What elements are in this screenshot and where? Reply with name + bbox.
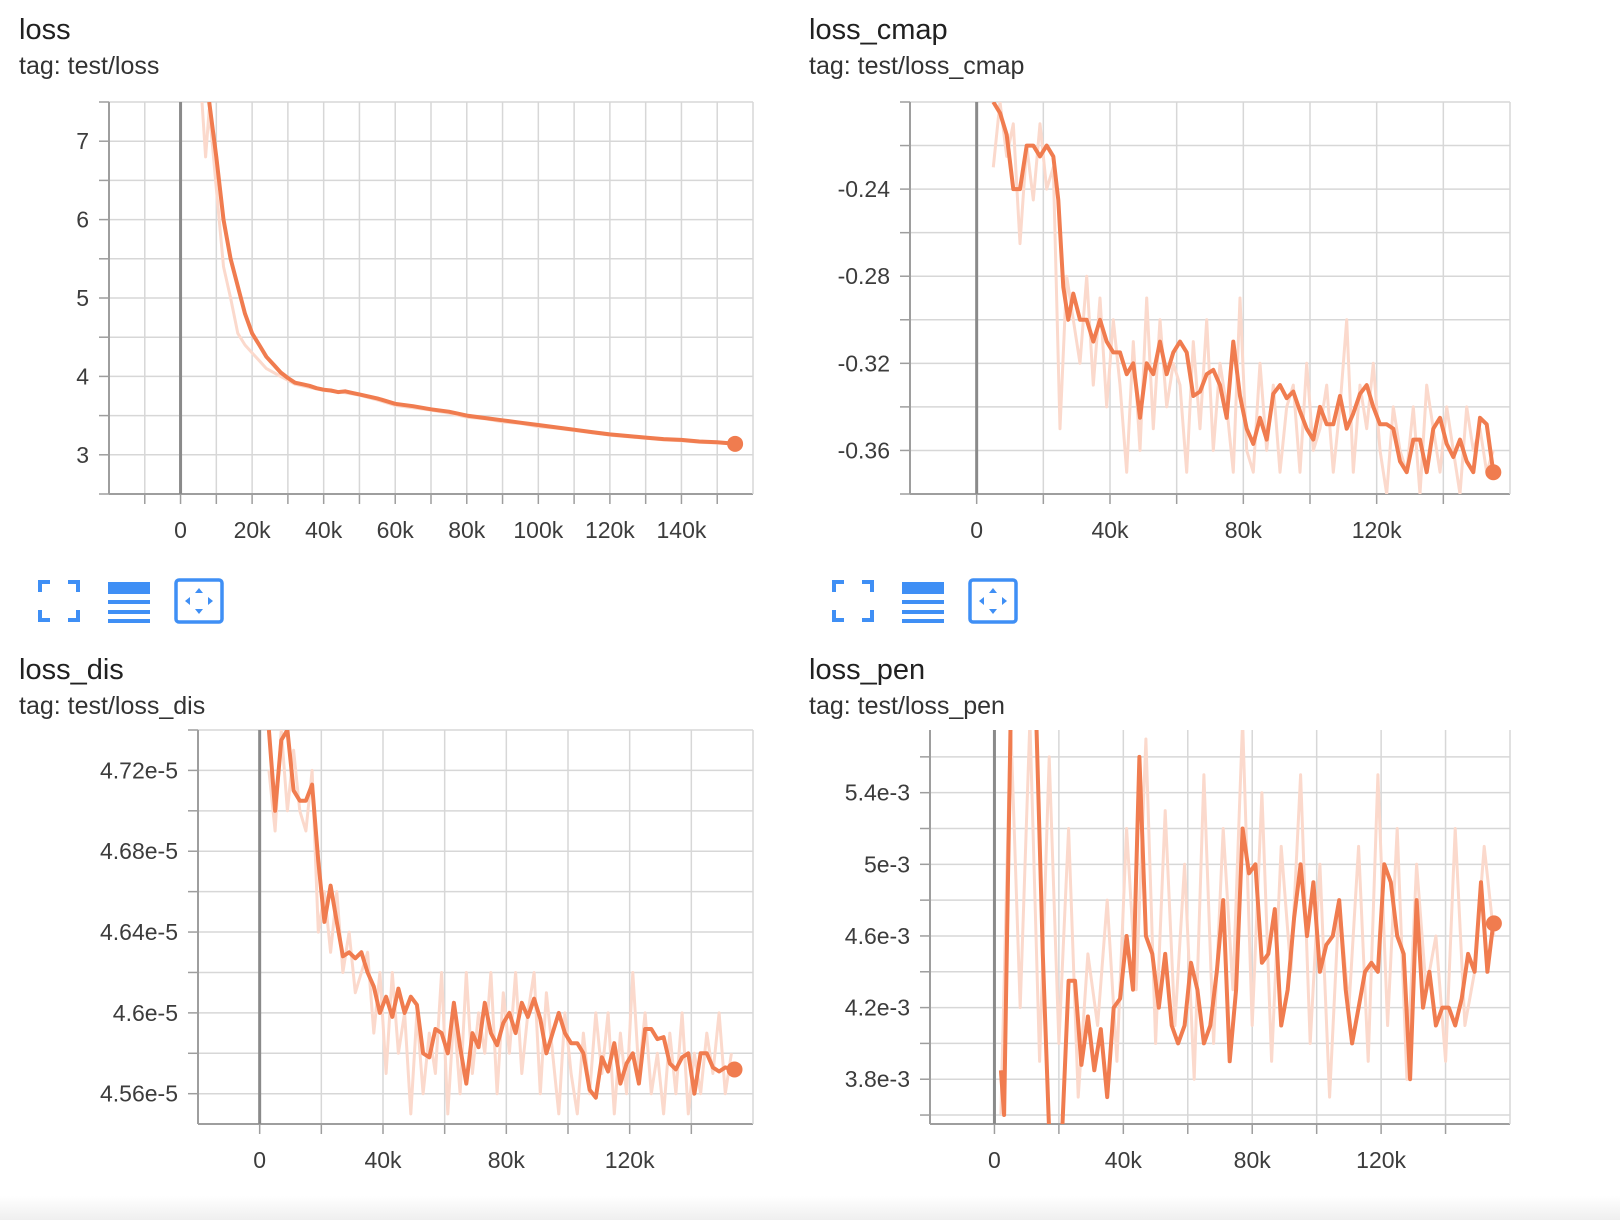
x-tick-label: 0 [970, 517, 983, 543]
x-tick-label: 80k [1234, 1147, 1272, 1173]
y-tick-label: 4.72e-5 [100, 757, 178, 783]
chart-title: loss_cmap [809, 14, 948, 46]
fit-domain-icon [968, 578, 1018, 624]
smoothed-series-line [266, 730, 733, 1100]
chart-loss-dis[interactable]: 4.72e-5 4.68e-5 4.64e-5 4.6e-5 4.56e-5 0 40k 80… [0, 640, 790, 1220]
y-tick-label: 4.6e-3 [845, 923, 910, 949]
chart-title: loss_dis [19, 654, 124, 686]
y-tick-label: 4 [76, 363, 89, 389]
smoothed-series-line [207, 102, 736, 446]
y-tick-label: 4.6e-5 [113, 1000, 178, 1026]
raw-series-line [200, 102, 736, 446]
card-loss-dis: loss_dis tag: test/loss_dis 4.72e-5 4.68e… [0, 640, 790, 1220]
series-group [266, 730, 733, 1116]
y-tick-label: -0.24 [838, 176, 891, 202]
fullscreen-icon [38, 580, 80, 622]
fit-domain-icon [174, 578, 224, 624]
chart-tag: tag: test/loss_pen [809, 692, 1005, 720]
x-tick-label: 40k [364, 1147, 402, 1173]
fullscreen-icon [832, 580, 874, 622]
fullscreen-button[interactable] [36, 578, 82, 624]
x-tick-label: 60k [377, 517, 415, 543]
raw-series-line [991, 102, 1495, 494]
card-loss: loss tag: test/loss 3 4 5 6 7 0 20k 40k 60k 80k 10… [0, 0, 790, 640]
y-tick-label: 3 [76, 442, 89, 468]
smoothed-series-line [998, 730, 1496, 1124]
y-tick-label: -0.28 [838, 263, 890, 289]
x-tick-label: 80k [1225, 517, 1263, 543]
legend-toggle-button[interactable] [106, 578, 152, 624]
x-tick-label: 40k [1105, 1147, 1143, 1173]
x-tick-label: 0 [253, 1147, 266, 1173]
last-point-marker [1485, 464, 1502, 481]
chart-toolbar [830, 578, 1040, 624]
x-tick-label: 100k [513, 517, 563, 543]
card-loss-cmap: loss_cmap tag: test/loss_cmap -0.24 -0.28… [790, 0, 1620, 640]
y-tick-label: 4.2e-3 [845, 995, 910, 1021]
card-loss-pen: loss_pen tag: test/loss_pen 5.4e-3 5e-3 4.… [790, 640, 1620, 1220]
chart-tag: tag: test/loss_cmap [809, 52, 1025, 80]
x-tick-label: 140k [657, 517, 707, 543]
x-tick-label: 0 [174, 517, 187, 543]
x-tick-label: 20k [234, 517, 272, 543]
raw-series-line [999, 730, 1496, 1116]
y-tick-label: 6 [76, 207, 89, 233]
fit-domain-button[interactable] [174, 578, 224, 624]
last-point-marker [1485, 915, 1502, 932]
legend-list-icon [108, 582, 150, 623]
chart-title: loss_pen [809, 654, 926, 686]
last-point-marker [726, 1061, 743, 1078]
y-tick-label: 5.4e-3 [845, 780, 910, 806]
series-group [991, 102, 1496, 494]
x-tick-label: 80k [488, 1147, 526, 1173]
series-group [998, 730, 1496, 1124]
chart-toolbar [36, 578, 246, 624]
x-tick-label: 40k [305, 517, 343, 543]
chart-tag: tag: test/loss [19, 52, 160, 80]
x-tick-label: 120k [605, 1147, 655, 1173]
y-tick-label: -0.32 [838, 350, 890, 376]
y-tick-label: 4.56e-5 [100, 1081, 178, 1107]
y-tick-label: 5 [76, 285, 89, 311]
x-tick-label: 80k [448, 517, 486, 543]
legend-list-icon [902, 582, 944, 623]
series-group [200, 102, 736, 446]
chart-title: loss [19, 14, 71, 46]
legend-toggle-button[interactable] [900, 578, 946, 624]
y-tick-label: 5e-3 [864, 851, 910, 877]
y-tick-label: 3.8e-3 [845, 1066, 910, 1092]
scroll-fade [0, 1196, 1620, 1220]
y-tick-label: 4.64e-5 [100, 919, 178, 945]
chart-tag: tag: test/loss_dis [19, 692, 206, 720]
last-point-marker [727, 435, 744, 452]
x-tick-label: 120k [585, 517, 635, 543]
y-tick-label: -0.36 [838, 437, 890, 463]
y-tick-label: 4.68e-5 [100, 838, 178, 864]
x-tick-label: 120k [1356, 1147, 1406, 1173]
x-tick-label: 120k [1352, 517, 1402, 543]
x-tick-label: 0 [988, 1147, 1001, 1173]
fullscreen-button[interactable] [830, 578, 876, 624]
fit-domain-button[interactable] [968, 578, 1018, 624]
chart-loss-cmap[interactable]: -0.24 -0.28 -0.32 -0.36 0 40k 80k 120k [790, 0, 1620, 560]
chart-loss-pen[interactable]: 5.4e-3 5e-3 4.6e-3 4.2e-3 3.8e-3 0 40k 80k 120k [790, 640, 1620, 1220]
x-tick-label: 40k [1091, 517, 1129, 543]
smoothed-series-line [991, 102, 1496, 475]
chart-loss[interactable]: 3 4 5 6 7 0 20k 40k 60k 80k 100k 120k 140k [0, 0, 790, 560]
y-tick-label: 7 [76, 128, 89, 154]
